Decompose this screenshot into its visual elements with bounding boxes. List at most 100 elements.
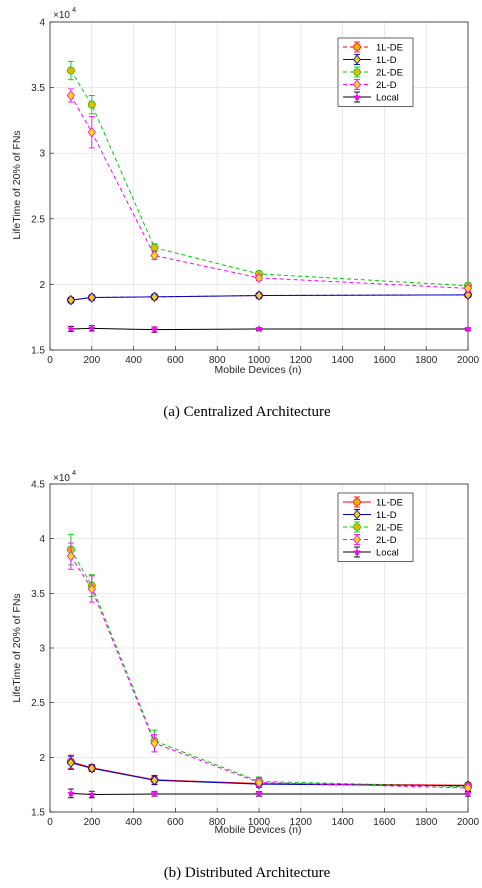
chart-b-series-2L-D (66, 542, 473, 794)
chart-b-xtick-label-0: 0 (47, 817, 53, 828)
chart-b-ytick-label-6: 4.5 (31, 480, 45, 491)
chart-a-xtick-label-9: 1800 (415, 355, 438, 366)
chart-a-point-Local-1 (87, 324, 96, 332)
chart-a-point-2L-D-3 (254, 272, 264, 284)
chart-a-xtick-label-10: 2000 (457, 355, 480, 366)
chart-a-legend-label-2L-D: 2L-D (376, 80, 397, 91)
chart-b-ytick-label-4: 3.5 (31, 589, 45, 600)
chart-a-point-1L-D-3 (254, 290, 264, 301)
chart-a-legend-marker-2L-D (353, 79, 361, 90)
chart-b-ytick-label-2: 2.5 (31, 698, 45, 709)
chart-a-plot: 0 200 400 600 800 1000 1200 1400 1600 1800 2000 1.5… (31, 18, 479, 367)
chart-a-series-2L-D (66, 88, 473, 294)
chart-a-point-2L-DE-1 (87, 100, 96, 109)
chart-b-legend-marker-Local (353, 547, 361, 556)
chart-a-caption: (a) Centralized Architecture (163, 404, 331, 420)
chart-a-xlabel: Mobile Devices (n) (215, 364, 302, 376)
chart-a-point-2L-DE-0 (66, 66, 75, 75)
chart-b-legend-marker-2L-DE (353, 523, 361, 531)
chart-a-point-2L-D-0 (66, 90, 76, 101)
chart-a-point-Local-0 (66, 324, 75, 333)
chart-a-legend-label-1L-D: 1L-D (376, 55, 397, 66)
chart-a-point-1L-D-1 (87, 292, 96, 303)
chart-a-xtick-label-7: 1400 (331, 355, 354, 366)
chart-a-legend-label-Local: Local (376, 93, 399, 104)
chart-a-point-1L-D-2 (150, 291, 159, 303)
chart-b-ylabel: LifeTime of 20% of FNs (11, 593, 23, 702)
chart-a-point-2L-D-2 (150, 250, 159, 261)
chart-b-xtick-label-3: 600 (167, 817, 184, 828)
chart-a-line-2L-D (70, 95, 469, 289)
chart-a-legend-marker-2L-DE (353, 68, 361, 76)
chart-b-point-1L-D-0 (66, 757, 76, 769)
chart-b-legend-marker-1L-DE (353, 498, 361, 506)
chart-a-ytick-label-2: 2.5 (31, 214, 45, 225)
chart-b-xtick-label-6: 1200 (290, 817, 313, 828)
chart-b-point-1L-D-2 (150, 775, 159, 786)
chart-b-legend-label-1L-D: 1L-D (376, 510, 397, 521)
chart-a-xtick-label-2: 400 (125, 355, 142, 366)
chart-b-xtick-label-5: 1000 (248, 817, 271, 828)
chart-a-point-1L-D-0 (66, 294, 76, 306)
chart-b-xtick-label-2: 400 (125, 817, 142, 828)
chart-a-ytick-label-3: 3 (39, 149, 45, 160)
chart-a-ytick-label-1: 2 (39, 280, 45, 291)
chart-b-xtick-label-4: 800 (209, 817, 226, 828)
chart-b-legend-label-2L-DE: 2L-DE (376, 523, 403, 534)
chart-b-point-1L-D-1 (87, 763, 96, 774)
chart-b-xtick-label-7: 1400 (331, 817, 354, 828)
chart-b-legend-marker-1L-D (353, 509, 361, 520)
chart-distributed: (b) Distributed Architecture Mobile Devi… (11, 468, 480, 881)
chart-a-ytick-label-5: 4 (39, 18, 45, 29)
chart-a-legend-label-2L-DE: 2L-DE (376, 68, 403, 79)
chart-b-point-2L-D-3 (254, 777, 264, 788)
chart-a-point-2L-D-1 (87, 126, 96, 138)
chart-a-ytick-label-4: 3.5 (31, 83, 45, 94)
chart-a-series-1L-D (66, 289, 473, 306)
chart-a-legend-marker-1L-DE (353, 43, 361, 51)
chart-b-legend-marker-2L-D (353, 534, 361, 545)
chart-a-point-Local-3 (254, 324, 264, 333)
chart-b-xtick-label-1: 200 (83, 817, 100, 828)
chart-b-ytick-label-0: 1.5 (31, 808, 45, 819)
chart-b-xtick-label-8: 1600 (373, 817, 396, 828)
chart-b-xlabel: Mobile Devices (n) (215, 824, 302, 836)
chart-b-point-Local-4 (463, 789, 473, 798)
chart-a-xtick-label-3: 600 (167, 355, 184, 366)
chart-a-legend-marker-Local (353, 92, 361, 101)
chart-a-xtick-label-1: 200 (83, 355, 100, 366)
chart-b-legend-label-1L-DE: 1L-DE (376, 498, 403, 509)
chart-b-legend-label-Local: Local (376, 548, 399, 559)
chart-a-exponent-mult: ×10 (53, 10, 70, 21)
chart-a-point-2L-D-4 (463, 283, 473, 294)
chart-a-ytick-label-0: 1.5 (31, 346, 45, 357)
chart-centralized: (a) Centralized Architecture Mobile Devi… (11, 5, 480, 420)
chart-b-point-2L-D-1 (87, 583, 96, 595)
chart-b-exponent: 4 (72, 468, 76, 477)
chart-a-xtick-label-5: 1000 (248, 355, 271, 366)
chart-a-series-Local (66, 324, 473, 334)
chart-b-ytick-label-5: 4 (39, 534, 45, 545)
chart-b-ytick-label-1: 2 (39, 753, 45, 764)
chart-a-legend-marker-1L-D (353, 54, 361, 65)
chart-b-series-Local (66, 788, 473, 799)
chart-b-caption: (b) Distributed Architecture (164, 865, 331, 881)
chart-b-exponent-mult: ×10 (53, 473, 70, 484)
chart-a-xtick-label-4: 800 (209, 355, 226, 366)
chart-a-xtick-label-8: 1600 (373, 355, 396, 366)
chart-b-point-2L-D-0 (66, 550, 76, 562)
chart-b-legend-label-2L-D: 2L-D (376, 535, 397, 546)
chart-a-point-1L-D-4 (463, 289, 473, 301)
chart-b-xtick-label-9: 1800 (415, 817, 438, 828)
chart-b-point-Local-2 (150, 789, 159, 798)
chart-b-ytick-label-3: 3 (39, 644, 45, 655)
chart-a-legend-label-1L-DE: 1L-DE (376, 43, 403, 54)
chart-a-point-Local-2 (150, 325, 159, 334)
chart-b-point-Local-1 (87, 790, 96, 798)
chart-a-point-2L-DE-2 (150, 243, 159, 252)
chart-a-point-Local-4 (463, 324, 473, 333)
chart-b-plot: 0 200 400 600 800 1000 1200 1400 1600 1800 2000 1.5… (31, 480, 479, 829)
chart-b-xtick-label-10: 2000 (457, 817, 480, 828)
